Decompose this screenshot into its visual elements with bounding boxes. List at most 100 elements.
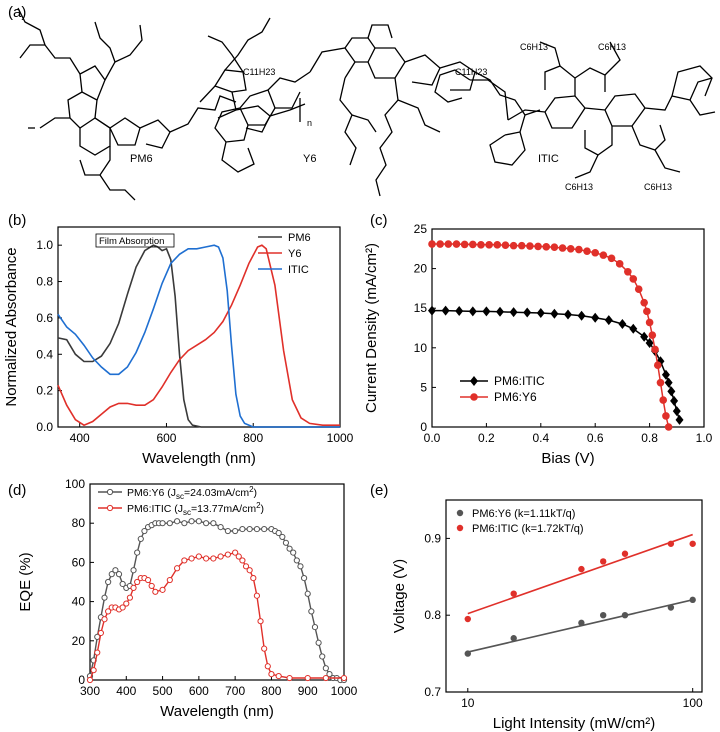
chart-e-point-0-1: [510, 635, 517, 642]
chart-e-fit-line-1: [467, 533, 693, 615]
chart-c-point-1-13: [534, 242, 542, 251]
chart-d-point-1-40: [275, 672, 282, 680]
chart-d-legend-label-1: PM6:ITIC (Jsc=13.77mA/cm2): [127, 501, 264, 517]
chart-d-xtick-label-1: 400: [116, 684, 136, 698]
y6-label: Y6: [303, 153, 316, 165]
panel-e-label: (e): [370, 482, 389, 499]
chart-c-point-0-16: [640, 331, 649, 342]
chart-d-xtick-label-3: 600: [189, 684, 209, 698]
chart-c-xtick-label-1: 0.2: [478, 431, 495, 445]
chart-d-point-0-24: [188, 518, 195, 525]
chart-e-point-0-3: [599, 612, 607, 619]
chart-e-ytick-label-0: 0.7: [424, 685, 441, 699]
chart-c-point-0-14: [618, 319, 627, 330]
chart-c-point-0-8: [536, 307, 545, 318]
chart-d-point-0-15: [141, 527, 148, 535]
chart-e-xtick-label-0: 10: [461, 696, 475, 710]
chart-e-point-0-0: [464, 650, 471, 657]
chart-d-point-1-24: [195, 553, 202, 560]
chart-d-point-1-31: [239, 557, 246, 564]
chart-c-point-0-3: [468, 306, 477, 317]
chart-c-point-0-9: [550, 308, 559, 319]
chart-d-point-1-33: [246, 567, 253, 574]
chart-c-point-1-5: [469, 240, 477, 249]
chart-c-point-1-7: [485, 241, 493, 249]
chart-c-point-1-24: [624, 267, 632, 276]
chart-d-point-1-30: [235, 553, 242, 560]
chart-d-point-1-17: [148, 582, 155, 590]
chart-c-xtick-label-3: 0.6: [587, 431, 604, 445]
chart-d-point-0-14: [137, 535, 144, 542]
chart-b-xtick-label-1: 600: [156, 431, 176, 445]
chart-c-ytick-label-0: 0: [420, 420, 427, 434]
chart-c-point-0-0: [428, 305, 436, 316]
chart-e-point-1-6: [689, 540, 696, 547]
chart-d-xtick-label-0: 300: [80, 684, 100, 698]
chart-d-point-1-36: [257, 618, 264, 625]
chart-d-point-1-21: [173, 565, 181, 572]
chart-c-legend-label-1: PM6:Y6: [494, 390, 537, 404]
itic-c6h13-4: C6H13: [644, 182, 672, 192]
chart-b-legend-label-0: PM6: [288, 232, 311, 244]
chart-e-point-0-5: [667, 604, 675, 611]
chart-d-point-0-41: [290, 549, 297, 556]
chart-b-series-y6: [57, 244, 340, 427]
chart-d-xtick-label-4: 700: [225, 684, 245, 698]
chart-c-point-0-15: [629, 323, 638, 334]
chart-e-point-0-4: [621, 612, 629, 619]
chart-b-xtick-label-0: 400: [70, 431, 90, 445]
chart-d-point-1-10: [123, 600, 130, 607]
chart-c-point-1-31: [651, 345, 659, 354]
chart-e-xlabel: Light Intensity (mW/cm²): [493, 715, 656, 732]
chart-c-point-1-10: [509, 241, 518, 250]
chart-d-point-0-8: [115, 571, 123, 578]
chart-c-point-1-22: [607, 254, 616, 263]
chart-d-point-1-12: [130, 584, 137, 591]
chart-d-point-0-12: [130, 567, 137, 574]
chart-d-point-0-50: [322, 665, 329, 672]
chart-c-legend-marker-1: [470, 393, 478, 401]
chart-e-legend-label-1: PM6:ITIC (k=1.72kT/q): [472, 523, 584, 535]
chart-b-series-itic: [57, 244, 340, 428]
chart-d-point-0-31: [239, 525, 246, 533]
chart-d-point-0-30: [232, 527, 239, 535]
chart-c-point-0-7: [523, 307, 532, 318]
chart-c-point-1-4: [460, 240, 469, 249]
chart-c-point-0-20: [661, 369, 670, 380]
chart-e-legend-label-0: PM6:Y6 (k=1.11kT/q): [472, 508, 575, 520]
chart-b-ytick-label-5: 1.0: [36, 238, 53, 252]
chart-c-point-1-35: [662, 412, 670, 420]
chart-d-ytick-label-2: 40: [72, 595, 86, 609]
chart-c-point-0-19: [656, 356, 665, 367]
chart-c-point-1-25: [629, 275, 638, 283]
chart-d-point-1-35: [253, 592, 261, 599]
chart-d-point-1-3: [97, 629, 104, 637]
chart-e-xtick-label-1: 100: [683, 696, 703, 710]
chart-c-point-1-34: [659, 396, 667, 404]
chart-c-point-1-12: [526, 242, 534, 250]
chart-e-voc: 10 100 0.7 0.8 0.9 Light Intensity (mW/cm²) Vo…: [391, 499, 703, 732]
chart-c-point-1-14: [542, 243, 551, 251]
chart-e-point-1-3: [599, 558, 607, 565]
chart-b-ytick-label-1: 0.2: [36, 384, 53, 398]
chart-d-point-1-9: [119, 604, 126, 611]
chart-d-point-1-42: [304, 674, 311, 682]
chart-d-series-line-1: [89, 551, 344, 681]
chart-d-point-1-39: [268, 671, 275, 678]
chart-d-point-0-6: [108, 571, 115, 578]
chart-c-xtick-label-2: 0.4: [532, 431, 549, 445]
chart-c-frame: [431, 228, 705, 428]
chart-b-absorption: 400 600 800 1000 0.0 0.2 0.4 0.6 0.8 1.0 Wavelengt…: [3, 226, 354, 467]
chart-c-point-1-17: [566, 245, 575, 253]
chart-d-point-1-11: [126, 594, 134, 601]
chart-d-point-0-33: [253, 525, 261, 533]
chart-d-point-1-38: [264, 663, 271, 670]
chart-b-legend-label-1: Y6: [288, 248, 301, 260]
chart-e-point-1-5: [667, 540, 675, 547]
chart-c-point-0-13: [604, 315, 613, 326]
chart-d-point-1-27: [217, 553, 224, 560]
chart-c-xtick-label-0: 0.0: [424, 431, 441, 445]
chart-c-ytick-label-3: 15: [414, 301, 428, 315]
chart-b-legend-label-2: ITIC: [288, 264, 309, 276]
chart-d-xtick-label-7: 1000: [331, 684, 358, 698]
